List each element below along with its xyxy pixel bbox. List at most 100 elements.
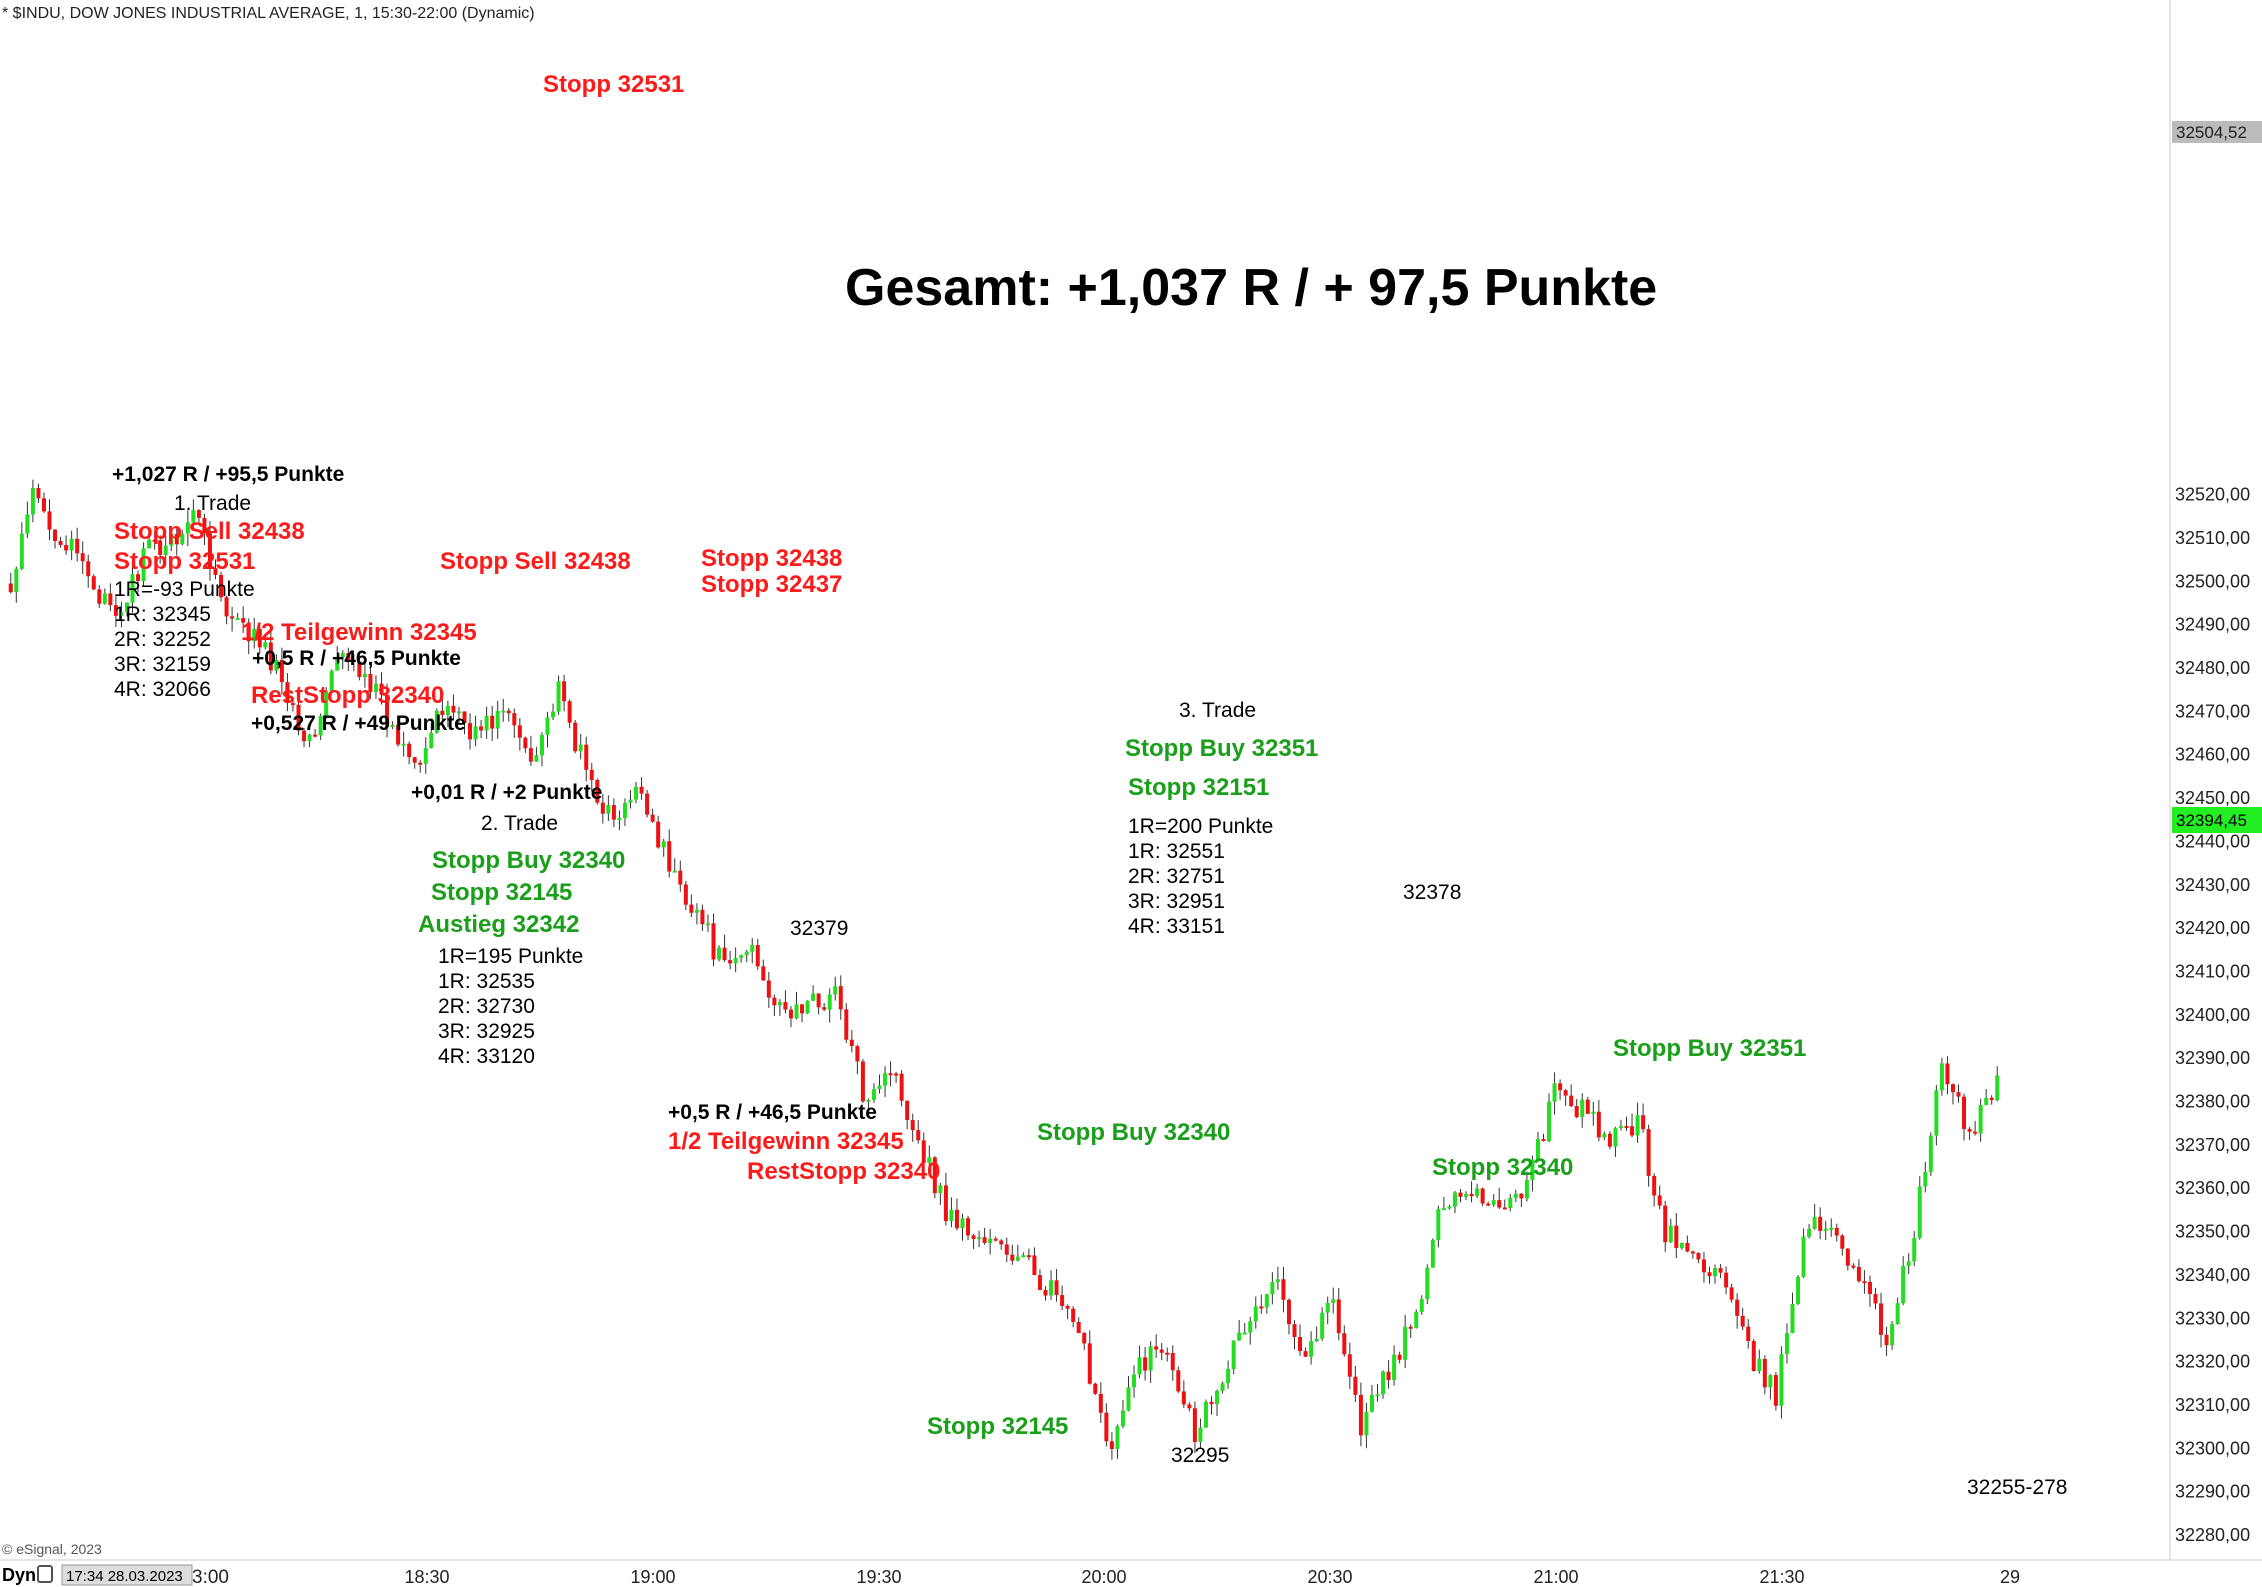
candle-down: [888, 1073, 893, 1076]
candle-up: [1823, 1228, 1828, 1231]
candle-up: [340, 653, 345, 658]
candle-down: [1486, 1203, 1491, 1206]
candle-up: [263, 642, 268, 648]
candle-up: [1441, 1208, 1446, 1211]
candle-up: [147, 539, 152, 549]
candle-down: [1292, 1324, 1297, 1338]
r-line: 4R: 32066: [114, 678, 211, 701]
candle-up: [1452, 1192, 1457, 1207]
candle-down: [1945, 1063, 1950, 1085]
candle-down: [800, 1004, 805, 1014]
candle-down: [1165, 1352, 1170, 1355]
candle-up: [1552, 1083, 1557, 1102]
candle-down: [678, 870, 683, 885]
x-tick-label: 21:30: [1759, 1567, 1804, 1587]
candle-down: [396, 724, 401, 745]
candle-up: [373, 683, 378, 692]
candle-down: [1065, 1305, 1070, 1309]
candle-up: [988, 1238, 993, 1243]
candle-down: [943, 1185, 948, 1222]
candle-up: [1464, 1193, 1469, 1197]
candle-down: [645, 793, 650, 815]
candle-down: [1071, 1308, 1076, 1322]
candle-up: [307, 734, 312, 742]
candle-down: [313, 734, 318, 737]
candle-down: [954, 1209, 959, 1229]
last-price-box: 32394,45: [2172, 807, 2262, 833]
candle-up: [401, 743, 406, 746]
candle-up: [329, 670, 334, 692]
candle-up: [1535, 1139, 1540, 1160]
candle-up: [617, 818, 622, 821]
candle-down: [1563, 1090, 1568, 1096]
candle-up: [1270, 1282, 1275, 1295]
candle-down: [1342, 1333, 1347, 1355]
candle-down: [246, 622, 251, 642]
candle-up: [949, 1209, 954, 1222]
candle-up: [1602, 1133, 1607, 1138]
candle-down: [1845, 1248, 1850, 1266]
candle-down: [999, 1240, 1004, 1245]
y-tick-label: 32380,00: [2175, 1092, 2250, 1112]
candle-up: [1381, 1371, 1386, 1395]
candle-up: [1275, 1279, 1280, 1283]
y-tick-label: 32290,00: [2175, 1482, 2250, 1502]
stopp-top: Stopp 32531: [543, 71, 685, 98]
candle-down: [1701, 1259, 1706, 1273]
candle-down: [440, 710, 445, 716]
candle-down: [479, 726, 484, 731]
candle-down: [1209, 1401, 1214, 1405]
candle-down: [844, 1009, 849, 1040]
candle-down: [1873, 1294, 1878, 1304]
candle-up: [539, 734, 544, 756]
candle-down: [75, 538, 80, 554]
candle-down: [202, 517, 207, 534]
candle-up: [501, 710, 506, 713]
r-line: 1R: 32345: [114, 603, 211, 626]
candle-down: [385, 694, 390, 727]
candle-down: [1259, 1306, 1264, 1309]
candle-down: [1657, 1195, 1662, 1206]
low-label-32295: 32295: [1171, 1444, 1230, 1467]
candle-up: [1768, 1375, 1773, 1388]
candle-down: [728, 960, 733, 964]
candle-down: [1685, 1242, 1690, 1252]
candle-down: [468, 723, 473, 740]
candle-down: [1624, 1126, 1629, 1129]
candle-down: [899, 1073, 904, 1101]
candle-up: [1779, 1354, 1784, 1406]
candle-down: [1010, 1254, 1015, 1261]
candle-down: [219, 574, 224, 598]
chart-title: Gesamt: +1,037 R / + 97,5 Punkte: [845, 259, 1658, 317]
candle-up: [1812, 1216, 1817, 1229]
r-line: 3R: 32951: [1128, 890, 1225, 913]
candle-down: [788, 1009, 793, 1019]
candle-up: [1375, 1394, 1380, 1397]
candle-up: [938, 1185, 943, 1194]
candle-up: [1198, 1427, 1203, 1442]
candle-down: [1032, 1255, 1037, 1276]
candle-down: [1851, 1265, 1856, 1268]
candle-down: [982, 1237, 987, 1243]
candle-down: [1834, 1227, 1839, 1236]
second-teilgewinn: 1/2 Teilgewinn 32345: [668, 1128, 904, 1155]
candle-down: [346, 653, 351, 660]
y-tick-label: 32410,00: [2175, 961, 2250, 981]
r-line: 1R=-93 Punkte: [114, 578, 255, 601]
candle-up: [1021, 1255, 1026, 1258]
candle-down: [1037, 1275, 1042, 1290]
candle-down: [1541, 1139, 1546, 1142]
candle-down: [152, 539, 157, 542]
trade2-stopp-buy: Stopp Buy 32340: [432, 847, 626, 874]
candle-up: [141, 548, 146, 581]
candle-down: [1867, 1281, 1872, 1295]
candle-down: [1950, 1084, 1955, 1093]
candle-down: [689, 904, 694, 913]
candle-down: [584, 744, 589, 770]
candle-up: [1203, 1401, 1208, 1428]
y-tick-label: 32440,00: [2175, 831, 2250, 851]
candle-down: [1596, 1111, 1601, 1138]
candle-up: [1513, 1193, 1518, 1198]
candle-down: [1087, 1343, 1092, 1384]
candle-up: [750, 945, 755, 952]
